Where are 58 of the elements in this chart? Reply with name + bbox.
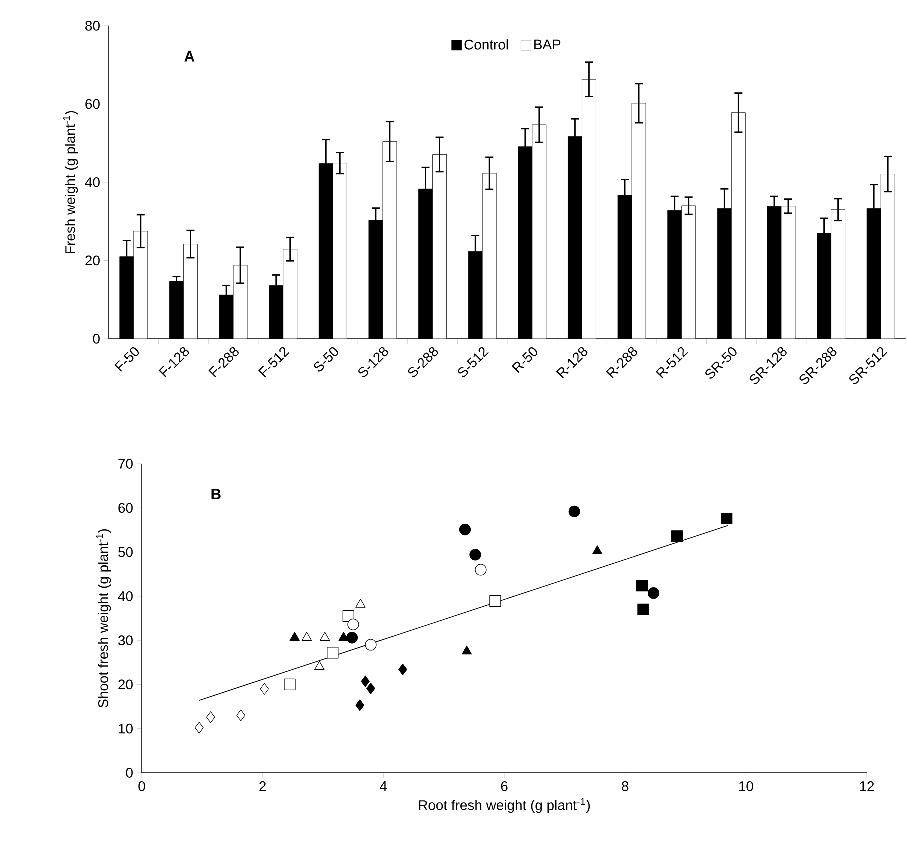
- y-tick-label: 50: [118, 547, 133, 558]
- annotation: A: [184, 51, 195, 62]
- point: [361, 676, 370, 688]
- point: [721, 512, 733, 525]
- y-axis-title: Shoot fresh weight (g plant$^{-1}$): [96, 529, 112, 708]
- point: [348, 618, 360, 630]
- y-tick-label: 30: [118, 636, 133, 646]
- point: [346, 632, 358, 644]
- y-tick-label: 60: [118, 503, 133, 514]
- point: [365, 639, 377, 651]
- y-tick-label: 10: [119, 724, 133, 734]
- x-axis-title: Root fresh weight (g plant$^{-1}$): [419, 798, 590, 814]
- point: [638, 604, 650, 616]
- point: [475, 564, 487, 576]
- y-tick-label: 0: [126, 768, 133, 778]
- point: [338, 632, 349, 641]
- y-tick-label: 20: [118, 680, 133, 690]
- point: [206, 712, 216, 724]
- point: [470, 549, 482, 561]
- y-tick-label: 70: [118, 459, 133, 469]
- point: [302, 632, 312, 641]
- y-tick-label: 20: [86, 256, 100, 266]
- x-tick-label: 4: [380, 782, 388, 792]
- x-tick-label: 10: [739, 782, 754, 792]
- y-tick-label: 80: [86, 21, 100, 31]
- point: [462, 646, 472, 655]
- x-tick-label: 2: [260, 782, 266, 792]
- point: [356, 599, 366, 608]
- point: [366, 682, 376, 694]
- x-tick-label: 8: [622, 782, 629, 792]
- point: [236, 710, 246, 722]
- point: [490, 595, 502, 608]
- y-tick-label: 0: [93, 334, 100, 344]
- legend-label: BAP: [534, 40, 561, 50]
- x-tick-label: 12: [860, 782, 874, 792]
- point: [194, 722, 204, 734]
- legend-label: Control: [464, 40, 508, 50]
- point: [672, 530, 684, 542]
- point: [284, 678, 296, 691]
- point: [648, 588, 660, 600]
- y-tick-label: 60: [86, 99, 100, 110]
- point: [592, 546, 603, 554]
- x-tick-label: 0: [138, 782, 146, 792]
- point: [636, 580, 648, 592]
- x-tick-label: 6: [501, 782, 508, 792]
- point: [327, 647, 339, 659]
- annotation: B: [212, 489, 221, 500]
- point: [356, 700, 365, 712]
- point: [568, 506, 580, 518]
- point: [398, 664, 408, 676]
- point: [314, 661, 325, 670]
- point: [320, 632, 330, 641]
- point: [290, 632, 300, 641]
- point: [260, 683, 270, 695]
- y-axis-title: Fresh weight (g plant$^{-1}$): [63, 111, 78, 254]
- point: [459, 524, 472, 536]
- y-tick-label: 40: [118, 591, 133, 602]
- y-tick-label: 40: [85, 178, 100, 188]
